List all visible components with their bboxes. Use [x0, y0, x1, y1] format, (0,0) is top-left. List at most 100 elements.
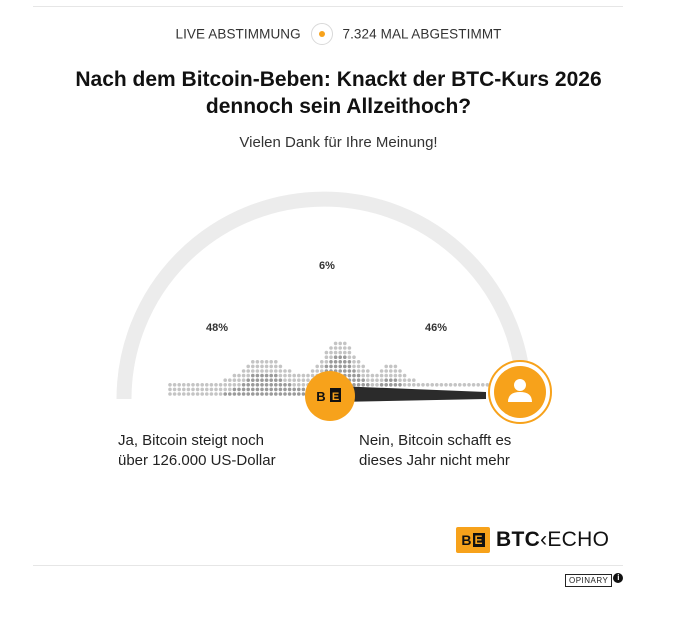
- option-no[interactable]: Nein, Bitcoin schafft es dieses Jahr nic…: [359, 431, 511, 471]
- vote-dot: [264, 392, 269, 396]
- vote-dot: [274, 387, 278, 392]
- vote-dot: [278, 383, 283, 387]
- vote-dot: [471, 383, 476, 387]
- vote-dot: [338, 355, 343, 360]
- vote-dot: [264, 383, 269, 387]
- vote-dot: [352, 364, 356, 369]
- option-yes[interactable]: Ja, Bitcoin steigt noch über 126.000 US-…: [118, 431, 276, 471]
- vote-dot: [393, 369, 398, 373]
- gauge-track: [116, 191, 532, 400]
- vote-dot: [172, 387, 177, 392]
- vote-dot: [370, 383, 375, 387]
- vote-dot: [435, 383, 439, 387]
- vote-dot: [476, 383, 481, 387]
- vote-gauge[interactable]: B E: [0, 0, 677, 480]
- vote-dot: [255, 364, 260, 369]
- vote-dot: [292, 378, 297, 383]
- vote-dot: [287, 392, 292, 396]
- vote-dot: [168, 383, 172, 387]
- vote-dot: [301, 378, 306, 383]
- vote-dot: [283, 392, 287, 396]
- vote-dot: [218, 392, 223, 396]
- vote-dot: [356, 364, 361, 369]
- vote-dot: [274, 360, 278, 364]
- result-percent-right: 46%: [425, 322, 448, 334]
- vote-dot: [278, 369, 283, 373]
- vote-dot: [214, 387, 218, 392]
- vote-dot: [274, 364, 278, 369]
- vote-dot: [370, 378, 375, 383]
- vote-dot: [338, 350, 343, 355]
- vote-dot: [384, 373, 389, 378]
- vote-dot: [186, 383, 191, 387]
- vote-dot: [214, 383, 218, 387]
- vote-dot: [274, 373, 278, 378]
- live-poll-status: LIVE ABSTIMMUNG 7.324 MAL ABGESTIMMT: [0, 23, 677, 46]
- vote-dot: [389, 364, 393, 369]
- vote-dot: [352, 378, 356, 383]
- vote-dot: [338, 360, 343, 364]
- vote-dot: [375, 383, 379, 387]
- vote-dot: [421, 383, 425, 387]
- vote-dot: [366, 369, 370, 373]
- vote-dot: [246, 364, 250, 369]
- vote-dot: [274, 369, 278, 373]
- vote-dot: [182, 392, 186, 396]
- option-no-line-1: Nein, Bitcoin schafft es: [359, 432, 512, 449]
- vote-dot: [260, 387, 264, 392]
- vote-dot: [320, 360, 324, 364]
- vote-dot: [232, 378, 237, 383]
- vote-dot: [347, 360, 352, 364]
- vote-dot: [379, 373, 384, 378]
- vote-dot: [251, 378, 255, 383]
- vote-dot: [402, 373, 407, 378]
- vote-dot: [343, 355, 347, 360]
- vote-dot: [186, 387, 191, 392]
- vote-dot: [237, 387, 241, 392]
- vote-dot: [205, 387, 209, 392]
- vote-dot: [251, 364, 255, 369]
- vote-dot: [278, 392, 283, 396]
- vote-dot: [384, 369, 389, 373]
- vote-dot: [458, 383, 462, 387]
- vote-dot: [393, 378, 398, 383]
- vote-count: 7.324 MAL ABGESTIMMT: [342, 26, 502, 42]
- vote-dot: [195, 387, 200, 392]
- vote-dot: [481, 383, 485, 387]
- vote-dot: [269, 387, 274, 392]
- vote-dot: [352, 373, 356, 378]
- vote-dot: [251, 383, 255, 387]
- vote-dot: [453, 383, 458, 387]
- vote-dot: [352, 355, 356, 360]
- vote-dot: [393, 383, 398, 387]
- vote-dot: [297, 392, 301, 396]
- vote-dot: [241, 383, 246, 387]
- btc-echo-logo[interactable]: B E BTC‹ECHO: [456, 527, 609, 553]
- vote-dot: [177, 387, 181, 392]
- result-percent-center: 6%: [319, 260, 335, 272]
- vote-dot: [310, 373, 315, 378]
- vote-dot: [393, 364, 398, 369]
- vote-dot: [223, 378, 227, 383]
- poll-question: Nach dem Bitcoin-Beben: Knackt der BTC-K…: [75, 68, 602, 118]
- top-divider: [33, 6, 623, 7]
- vote-dot: [301, 387, 306, 392]
- info-icon[interactable]: i: [613, 572, 624, 583]
- vote-dot: [278, 378, 283, 383]
- logo-letter-b: B: [461, 532, 472, 548]
- option-yes-line-1: Ja, Bitcoin steigt noch: [118, 432, 264, 449]
- vote-dot: [214, 392, 218, 396]
- vote-dot: [191, 387, 195, 392]
- vote-dot: [255, 369, 260, 373]
- vote-dot: [191, 383, 195, 387]
- vote-dot: [246, 378, 250, 383]
- vote-dot: [251, 360, 255, 364]
- vote-dot: [366, 373, 370, 378]
- vote-dot: [333, 360, 338, 364]
- vote-dot: [297, 378, 301, 383]
- vote-dot: [398, 373, 402, 378]
- vote-dot: [292, 383, 297, 387]
- vote-dot: [412, 378, 416, 383]
- opinary-badge[interactable]: OPINARY i: [565, 572, 624, 587]
- vote-dot: [297, 387, 301, 392]
